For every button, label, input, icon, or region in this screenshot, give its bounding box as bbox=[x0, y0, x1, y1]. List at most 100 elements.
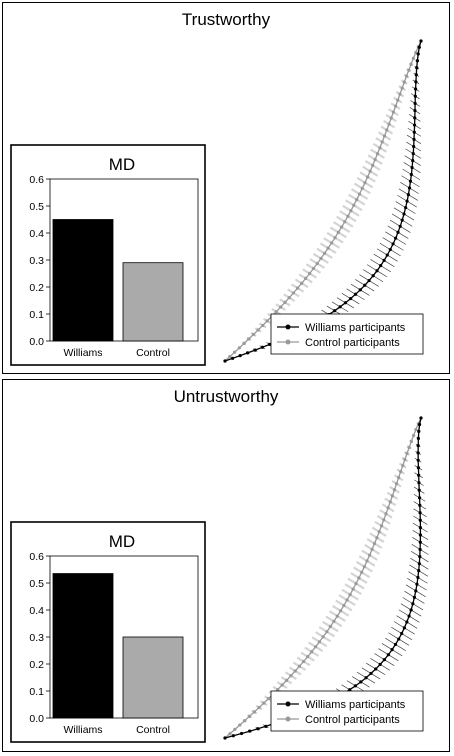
data-point bbox=[397, 637, 401, 641]
data-point bbox=[252, 710, 256, 714]
category-label: Control bbox=[136, 347, 170, 359]
data-point bbox=[418, 526, 422, 530]
data-point bbox=[417, 496, 422, 500]
data-point bbox=[301, 659, 306, 664]
data-point bbox=[400, 218, 404, 222]
data-point bbox=[417, 45, 421, 49]
data-point bbox=[416, 443, 420, 448]
data-point bbox=[416, 436, 420, 440]
data-point bbox=[378, 662, 382, 666]
data-point bbox=[409, 439, 413, 444]
data-point bbox=[343, 220, 347, 224]
y-tick-label: 0.0 bbox=[29, 713, 44, 725]
data-point bbox=[408, 179, 413, 183]
data-point bbox=[313, 645, 318, 649]
y-tick-label: 0.5 bbox=[29, 578, 44, 590]
bar-control bbox=[122, 636, 184, 719]
data-point bbox=[379, 264, 383, 268]
data-point bbox=[414, 589, 418, 593]
data-point bbox=[223, 359, 227, 363]
data-point bbox=[414, 427, 418, 432]
data-point bbox=[284, 678, 289, 682]
data-point bbox=[339, 225, 344, 229]
inset-bar-chart: MD 0.0 0.1 0.2 0.3 0.4 0.5 0.6 Williams Control bbox=[10, 521, 206, 743]
data-point bbox=[411, 56, 415, 60]
data-point bbox=[363, 181, 367, 185]
data-point bbox=[418, 518, 422, 522]
series-line bbox=[224, 40, 422, 362]
data-point bbox=[325, 630, 329, 634]
data-point bbox=[390, 648, 394, 652]
data-point bbox=[407, 186, 412, 190]
data-point bbox=[293, 669, 297, 673]
data-point bbox=[308, 271, 312, 276]
data-point bbox=[369, 671, 373, 676]
data-point bbox=[352, 203, 356, 207]
data-point bbox=[378, 146, 382, 150]
data-point bbox=[321, 635, 325, 639]
data-point bbox=[296, 286, 300, 290]
data-point bbox=[409, 62, 413, 66]
inset-bar-chart: MD 0.0 0.1 0.2 0.3 0.4 0.5 0.6 Williams Control bbox=[10, 144, 206, 366]
data-point bbox=[280, 683, 284, 687]
data-point bbox=[353, 292, 358, 296]
data-point bbox=[326, 246, 330, 250]
data-point bbox=[276, 687, 280, 692]
data-point bbox=[256, 328, 260, 332]
data-point bbox=[379, 524, 384, 528]
data-point bbox=[419, 39, 423, 43]
data-point bbox=[404, 74, 409, 78]
y-tick-label: 0.2 bbox=[29, 659, 44, 671]
data-point bbox=[413, 116, 417, 120]
series-line bbox=[224, 40, 422, 362]
data-point bbox=[405, 199, 409, 203]
data-point bbox=[231, 734, 235, 738]
data-point bbox=[418, 533, 423, 537]
data-point bbox=[368, 169, 372, 173]
legend-marker bbox=[285, 716, 291, 722]
data-point bbox=[262, 701, 266, 705]
data-point bbox=[268, 342, 272, 346]
data-point bbox=[228, 355, 232, 359]
data-point bbox=[358, 288, 362, 292]
data-point bbox=[415, 66, 419, 70]
data-point bbox=[362, 565, 366, 569]
data-point bbox=[371, 274, 375, 278]
data-point bbox=[349, 209, 353, 213]
data-point bbox=[365, 175, 370, 179]
data-point bbox=[416, 575, 420, 580]
legend-marker bbox=[285, 701, 291, 707]
data-point bbox=[400, 86, 404, 90]
data-point bbox=[394, 236, 398, 240]
data-point bbox=[246, 351, 250, 355]
legend-label: Williams participants bbox=[305, 699, 406, 711]
data-point bbox=[394, 482, 399, 486]
data-point bbox=[260, 345, 265, 349]
trustworthy-chart: Trustworthy Williams participants Control … bbox=[10, 10, 424, 366]
category-label: Control bbox=[136, 724, 170, 736]
data-point bbox=[370, 547, 374, 551]
data-point bbox=[413, 101, 417, 106]
y-tick-label: 0.6 bbox=[29, 174, 44, 186]
data-point bbox=[349, 296, 353, 301]
data-point bbox=[413, 87, 418, 91]
data-point bbox=[355, 198, 359, 202]
data-point bbox=[373, 157, 377, 162]
data-point bbox=[374, 667, 378, 671]
bar-williams bbox=[52, 219, 114, 342]
data-point bbox=[388, 247, 392, 252]
data-point bbox=[414, 80, 418, 84]
data-point bbox=[247, 337, 251, 341]
data-point bbox=[384, 512, 388, 516]
data-point bbox=[231, 356, 235, 360]
data-point bbox=[417, 473, 421, 477]
data-point bbox=[330, 241, 334, 245]
data-point bbox=[417, 481, 421, 485]
data-point bbox=[417, 429, 421, 433]
data-point bbox=[412, 595, 417, 599]
data-point bbox=[375, 269, 379, 273]
data-point bbox=[377, 530, 381, 534]
data-point bbox=[310, 650, 314, 654]
data-point bbox=[243, 719, 247, 723]
data-point bbox=[328, 624, 332, 629]
